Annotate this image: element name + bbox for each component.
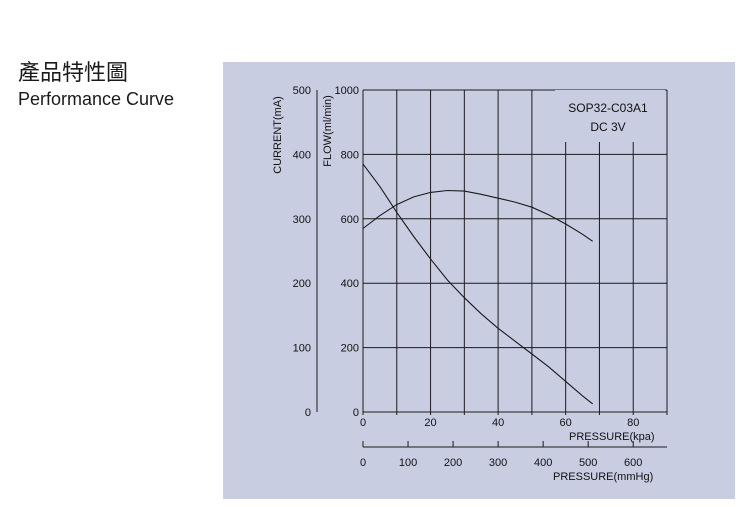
x-tick-label: 40 — [492, 417, 504, 429]
heading: 產品特性圖 Performance Curve — [18, 60, 174, 110]
chart-panel: 0 20 40 60 80 0 100 200 300 400 500 600 0 200 400 600 80… — [223, 62, 735, 499]
y-flow-tick-label: 200 — [341, 343, 359, 355]
title-chinese: 產品特性圖 — [18, 61, 129, 86]
x-tick-label: 60 — [560, 417, 572, 429]
y-flow-tick-label: 0 — [353, 407, 359, 419]
tick-labels: 0 20 40 60 800 100 200 300 400 500 600020040060080… — [293, 85, 643, 469]
x-tick-label: 20 — [424, 417, 436, 429]
current-curve — [362, 189, 594, 242]
x2-tick-label: 400 — [534, 457, 552, 469]
model-voltage: DC 3V — [590, 120, 625, 134]
y-flow-tick-label: 400 — [341, 278, 359, 290]
y-current-tick-label: 100 — [293, 343, 311, 355]
grid — [362, 89, 668, 413]
performance-chart: 0 20 40 60 800 100 200 300 400 500 600020040060080… — [272, 85, 668, 483]
x-tick-label: 80 — [627, 417, 639, 429]
series-lines — [362, 163, 594, 405]
flow-curve — [362, 163, 594, 405]
y-current-label: CURRENT(mA) — [272, 96, 284, 174]
x2-axis-label: PRESSURE(mmHg) — [553, 471, 653, 483]
x2-tick-label: 600 — [624, 457, 642, 469]
y-flow-tick-label: 600 — [341, 214, 359, 226]
title-english: Performance Curve — [18, 89, 175, 109]
y-flow-label: FLOW(ml/min) — [322, 95, 334, 167]
y-current-tick-label: 400 — [293, 149, 311, 161]
x2-tick-label: 300 — [489, 457, 507, 469]
x2-tick-label: 0 — [360, 457, 366, 469]
axes — [316, 90, 668, 448]
y-flow-tick-label: 800 — [341, 149, 359, 161]
x2-tick-label: 100 — [399, 457, 417, 469]
model-name: SOP32-C03A1 — [568, 101, 648, 115]
y-current-tick-label: 300 — [293, 214, 311, 226]
x2-tick-label: 200 — [444, 457, 462, 469]
model-label-bg — [555, 90, 665, 142]
y-flow-tick-label: 1000 — [335, 85, 359, 97]
x-axis-label: PRESSURE(kpa) — [569, 431, 655, 443]
x2-tick-label: 500 — [579, 457, 597, 469]
y-current-tick-label: 200 — [293, 278, 311, 290]
x-tick-label: 0 — [360, 417, 366, 429]
y-current-tick-label: 500 — [293, 85, 311, 97]
y-current-tick-label: 0 — [305, 407, 311, 419]
